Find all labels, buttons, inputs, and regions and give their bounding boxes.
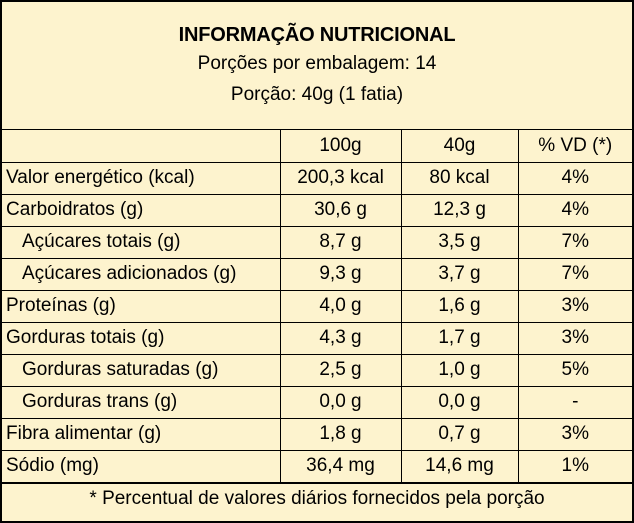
value-per-serving: 3,7 g: [400, 257, 519, 291]
serving-size: Porção: 40g (1 fatia): [230, 84, 404, 105]
nutrient-name: Gorduras totais (g): [2, 321, 281, 355]
nutrition-table: 100g 40g % VD (*) Valor energético (kcal…: [2, 130, 632, 483]
value-per-100g: 200,3 kcal: [279, 161, 402, 195]
daily-value: 3%: [517, 417, 632, 451]
table-row: Gorduras saturadas (g) 2,5 g 1,0 g 5%: [2, 353, 632, 387]
value-per-100g: 4,3 g: [279, 321, 402, 355]
daily-value: 1%: [517, 449, 632, 483]
column-header-100g: 100g: [279, 130, 402, 163]
table-row: Gorduras totais (g) 4,3 g 1,7 g 3%: [2, 321, 632, 355]
nutrient-name: Proteínas (g): [2, 289, 281, 323]
value-per-serving: 14,6 mg: [400, 449, 519, 483]
value-per-100g: 0,0 g: [279, 385, 402, 419]
value-per-serving: 0,0 g: [400, 385, 519, 419]
table-row: Proteínas (g) 4,0 g 1,6 g 3%: [2, 289, 632, 323]
daily-value: 4%: [517, 161, 632, 195]
nutrient-name: Carboidratos (g): [2, 193, 281, 227]
table-row: Açúcares adicionados (g) 9,3 g 3,7 g 7%: [2, 257, 632, 291]
table-header-row: 100g 40g % VD (*): [2, 130, 632, 163]
table-row: Valor energético (kcal) 200,3 kcal 80 kc…: [2, 161, 632, 195]
value-per-100g: 1,8 g: [279, 417, 402, 451]
daily-value: 7%: [517, 257, 632, 291]
table-row: Gorduras trans (g) 0,0 g 0,0 g -: [2, 385, 632, 419]
value-per-100g: 36,4 mg: [279, 449, 402, 483]
value-per-serving: 1,7 g: [400, 321, 519, 355]
daily-value: 4%: [517, 193, 632, 227]
footnote: * Percentual de valores diários fornecid…: [2, 482, 632, 515]
value-per-serving: 1,6 g: [400, 289, 519, 323]
value-per-100g: 9,3 g: [279, 257, 402, 291]
nutrient-name: Açúcares totais (g): [2, 225, 281, 259]
daily-value: 3%: [517, 321, 632, 355]
value-per-serving: 80 kcal: [400, 161, 519, 195]
label-header: INFORMAÇÃO NUTRICIONAL Porções por embal…: [2, 2, 632, 130]
value-per-serving: 1,0 g: [400, 353, 519, 387]
column-header-daily-value: % VD (*): [517, 130, 632, 163]
table-row: Sódio (mg) 36,4 mg 14,6 mg 1%: [2, 449, 632, 483]
nutrient-name: Sódio (mg): [2, 449, 281, 483]
table-row: Açúcares totais (g) 8,7 g 3,5 g 7%: [2, 225, 632, 259]
daily-value: -: [517, 385, 632, 419]
nutrient-name: Fibra alimentar (g): [2, 417, 281, 451]
value-per-100g: 4,0 g: [279, 289, 402, 323]
value-per-serving: 0,7 g: [400, 417, 519, 451]
daily-value: 5%: [517, 353, 632, 387]
nutrient-name: Gorduras saturadas (g): [2, 353, 281, 387]
column-header-serving: 40g: [400, 130, 519, 163]
value-per-100g: 2,5 g: [279, 353, 402, 387]
table-row: Fibra alimentar (g) 1,8 g 0,7 g 3%: [2, 417, 632, 451]
nutrient-name: Valor energético (kcal): [2, 161, 281, 195]
daily-value: 7%: [517, 225, 632, 259]
daily-value: 3%: [517, 289, 632, 323]
value-per-100g: 30,6 g: [279, 193, 402, 227]
value-per-serving: 12,3 g: [400, 193, 519, 227]
label-title: INFORMAÇÃO NUTRICIONAL: [178, 24, 456, 46]
nutrient-name: Açúcares adicionados (g): [2, 257, 281, 291]
value-per-100g: 8,7 g: [279, 225, 402, 259]
nutrient-name: Gorduras trans (g): [2, 385, 281, 419]
table-row: Carboidratos (g) 30,6 g 12,3 g 4%: [2, 193, 632, 227]
value-per-serving: 3,5 g: [400, 225, 519, 259]
servings-per-package: Porções por embalagem: 14: [197, 53, 437, 74]
column-header-nutrient: [2, 130, 281, 163]
